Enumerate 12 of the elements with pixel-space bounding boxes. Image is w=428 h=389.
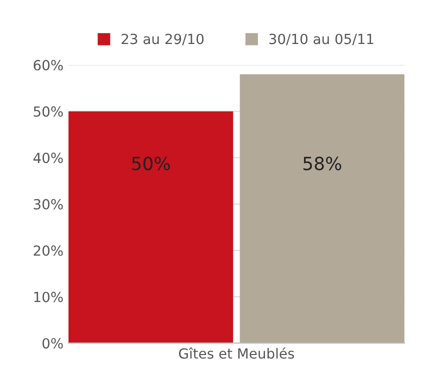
legend-label: 23 au 29/10 bbox=[122, 34, 204, 46]
data-label: 58% bbox=[303, 156, 342, 170]
y-tick-label: 50% bbox=[34, 106, 63, 117]
y-tick-label: 60% bbox=[34, 60, 63, 70]
x-tick-label: Gîtes et Meublés bbox=[179, 347, 294, 359]
data-label: 50% bbox=[132, 156, 170, 170]
y-tick-label: 0% bbox=[42, 338, 63, 349]
y-tick-label: 10% bbox=[34, 292, 63, 302]
legend-label: 30/10 au 05/11 bbox=[269, 34, 374, 46]
y-tick-label: 40% bbox=[33, 152, 63, 164]
y-tick-label: 30% bbox=[34, 199, 63, 210]
y-tick-label: 20% bbox=[34, 245, 63, 256]
